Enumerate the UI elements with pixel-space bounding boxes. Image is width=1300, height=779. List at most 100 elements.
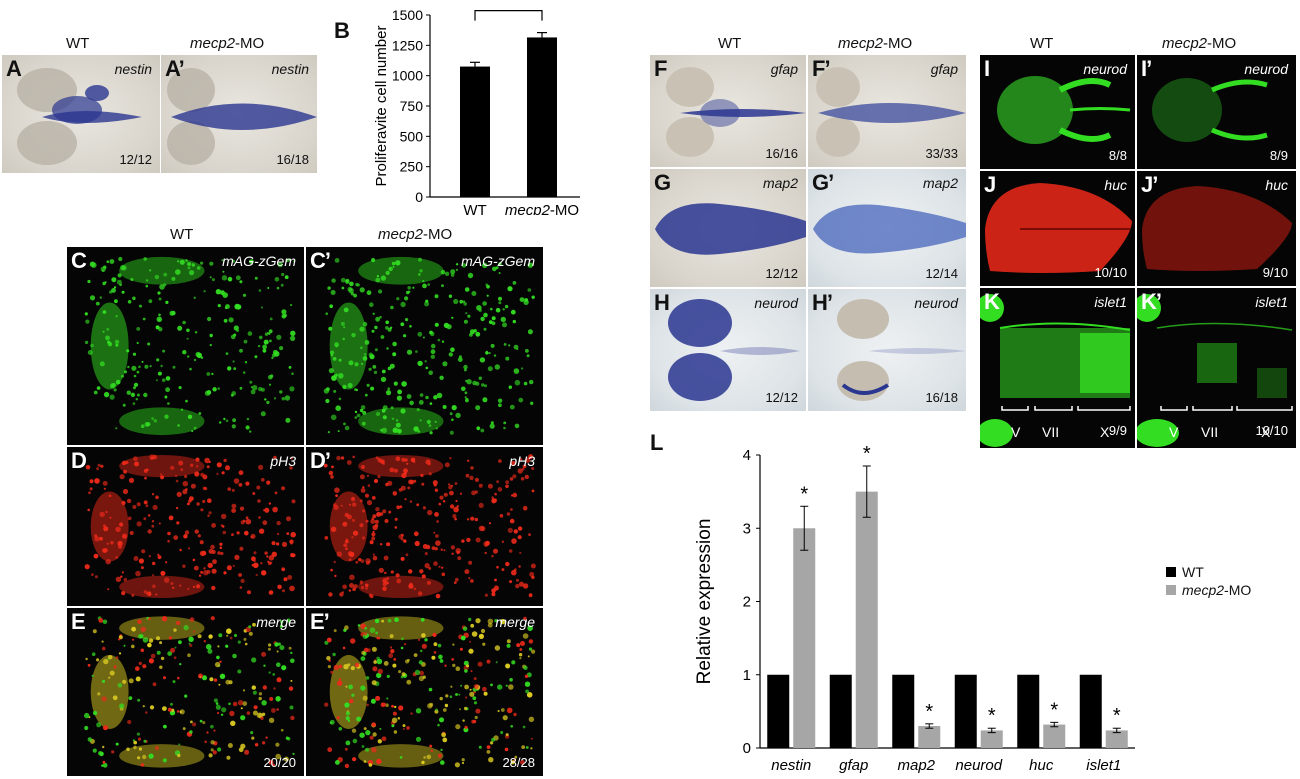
cell-dot xyxy=(429,702,434,707)
cell-dot xyxy=(289,539,294,544)
cell-dot xyxy=(203,640,206,643)
cell-dot xyxy=(383,555,389,561)
cell-dot xyxy=(443,492,448,497)
cell-dot xyxy=(494,492,497,496)
cell-dot xyxy=(184,694,188,698)
cell-dot xyxy=(279,645,285,651)
cell-dot xyxy=(143,517,147,521)
cell-dot xyxy=(250,535,253,539)
cell-dot xyxy=(386,697,389,700)
cell-dot xyxy=(263,509,266,512)
cell-dot xyxy=(281,567,286,572)
cell-dot xyxy=(85,319,90,324)
cell-dot xyxy=(251,736,255,740)
cell-dot xyxy=(209,276,212,279)
cell-dot xyxy=(509,518,515,524)
cell-dot xyxy=(200,356,204,359)
cell-dot xyxy=(330,568,333,572)
cell-dot xyxy=(215,289,222,295)
cell-dot xyxy=(428,566,432,570)
cell-dot xyxy=(371,329,375,333)
cell-dot xyxy=(518,581,525,587)
cell-dot xyxy=(386,581,389,585)
cell-dot xyxy=(328,368,334,374)
cell-dot xyxy=(464,396,467,399)
cell-dot xyxy=(338,727,343,731)
forebrain-signal xyxy=(90,655,129,729)
cell-dot xyxy=(486,745,491,749)
cell-dot xyxy=(359,287,365,293)
cell-dot xyxy=(117,540,123,547)
cell-dot xyxy=(286,516,291,522)
cell-dot xyxy=(180,468,184,472)
panel-i-image xyxy=(997,76,1131,144)
cell-dot xyxy=(176,491,182,497)
panel-e: E merge 20/20 xyxy=(67,608,304,776)
cell-dot xyxy=(361,745,365,748)
cell-dot xyxy=(268,717,275,723)
cell-dot xyxy=(144,364,149,369)
cell-dot xyxy=(84,312,88,316)
cell-dot xyxy=(435,534,439,538)
cell-dot xyxy=(400,485,406,491)
panel-h: H neurod 12/12 xyxy=(650,289,806,411)
cell-dot xyxy=(437,723,440,727)
cell-dot xyxy=(261,306,263,309)
cell-dot xyxy=(519,457,523,461)
cell-dot xyxy=(391,417,395,420)
cell-dot xyxy=(494,578,497,582)
cell-dot xyxy=(276,708,279,711)
cell-dot xyxy=(451,418,454,421)
cell-dot xyxy=(343,543,348,548)
cell-dot xyxy=(465,696,468,699)
cell-dot xyxy=(155,379,158,382)
cell-dot xyxy=(443,549,446,552)
cell-dot xyxy=(118,652,122,655)
cell-dot xyxy=(433,642,438,647)
cell-dot xyxy=(489,423,495,429)
cell-dot xyxy=(122,679,127,684)
cell-dot xyxy=(145,711,148,714)
cell-dot xyxy=(482,397,488,403)
cell-dot xyxy=(419,670,424,676)
cell-dot xyxy=(416,503,420,507)
panel-e-count: 20/20 xyxy=(263,755,296,770)
cell-dot xyxy=(268,383,272,386)
cell-dot xyxy=(394,617,399,622)
panel-d-gene: pH3 xyxy=(270,453,296,469)
cell-dot xyxy=(136,341,139,345)
cell-dot xyxy=(480,526,486,532)
cell-dot xyxy=(435,708,438,711)
cell-dot xyxy=(91,573,94,576)
l-bar-mo xyxy=(1105,730,1128,748)
cell-dot xyxy=(218,683,221,686)
cell-dot xyxy=(449,504,455,509)
cell-dot xyxy=(345,278,350,283)
cell-dot xyxy=(396,578,402,584)
cell-dot xyxy=(261,570,267,576)
cell-dot xyxy=(118,635,123,640)
cell-dot xyxy=(354,388,357,391)
cell-dot xyxy=(137,756,141,760)
cell-dot xyxy=(402,724,406,728)
cell-dot xyxy=(523,665,528,670)
cell-dot xyxy=(185,488,188,491)
cell-dot xyxy=(430,354,435,359)
cell-dot xyxy=(162,706,167,711)
cell-dot xyxy=(431,655,436,660)
legend-label-mo-suffix: -MO xyxy=(1224,582,1252,598)
cell-dot xyxy=(436,392,443,399)
cell-dot xyxy=(421,760,425,765)
cell-dot xyxy=(162,378,166,382)
l-y-tick-label: 4 xyxy=(743,447,751,464)
cell-dot xyxy=(258,516,261,519)
cell-dot xyxy=(221,259,224,262)
cell-dot xyxy=(109,259,115,264)
panel-i2-count: 8/9 xyxy=(1269,148,1288,163)
cell-dot xyxy=(349,583,354,588)
cell-dot xyxy=(388,653,394,659)
cell-dot xyxy=(531,295,535,299)
cell-dot xyxy=(143,739,147,743)
cell-dot xyxy=(386,542,391,547)
cell-dot xyxy=(274,277,280,282)
